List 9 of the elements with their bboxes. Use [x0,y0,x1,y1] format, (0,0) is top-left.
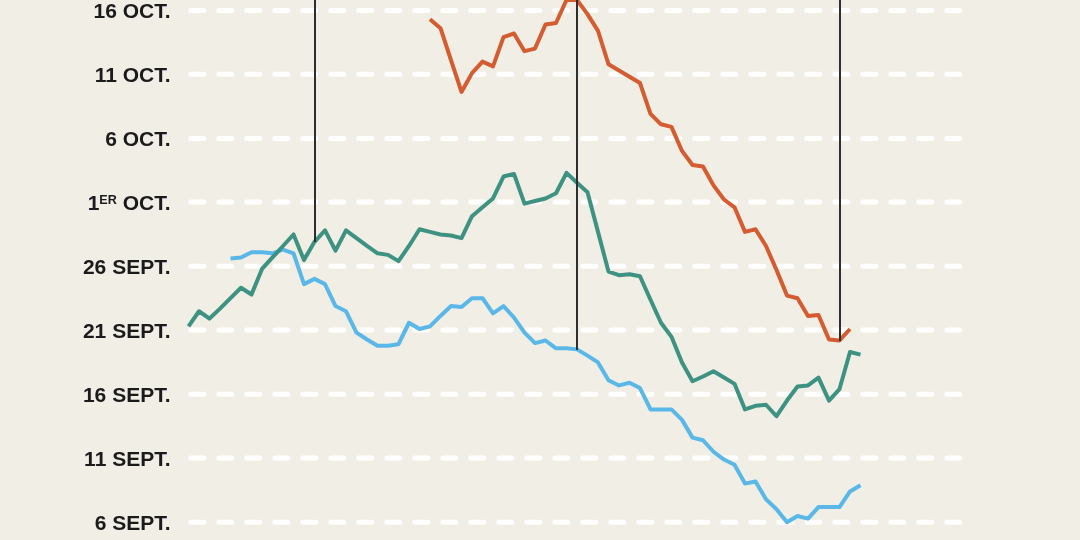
ref-line-label: 11 OCT. [94,62,171,86]
ref-line-label: 16 SEPT. [82,382,171,406]
ref-line-label: 1$^{ER}$ OCT. [87,190,171,214]
ref-line-label: 16 OCT. [93,0,171,22]
ref-line-label: 6 OCT. [105,126,171,150]
ref-line-label: 11 SEPT. [84,446,171,470]
ref-line-label: 6 SEPT. [94,510,171,534]
ref-line-label: 26 SEPT. [82,254,171,278]
ref-line-label: 21 SEPT. [82,318,171,342]
